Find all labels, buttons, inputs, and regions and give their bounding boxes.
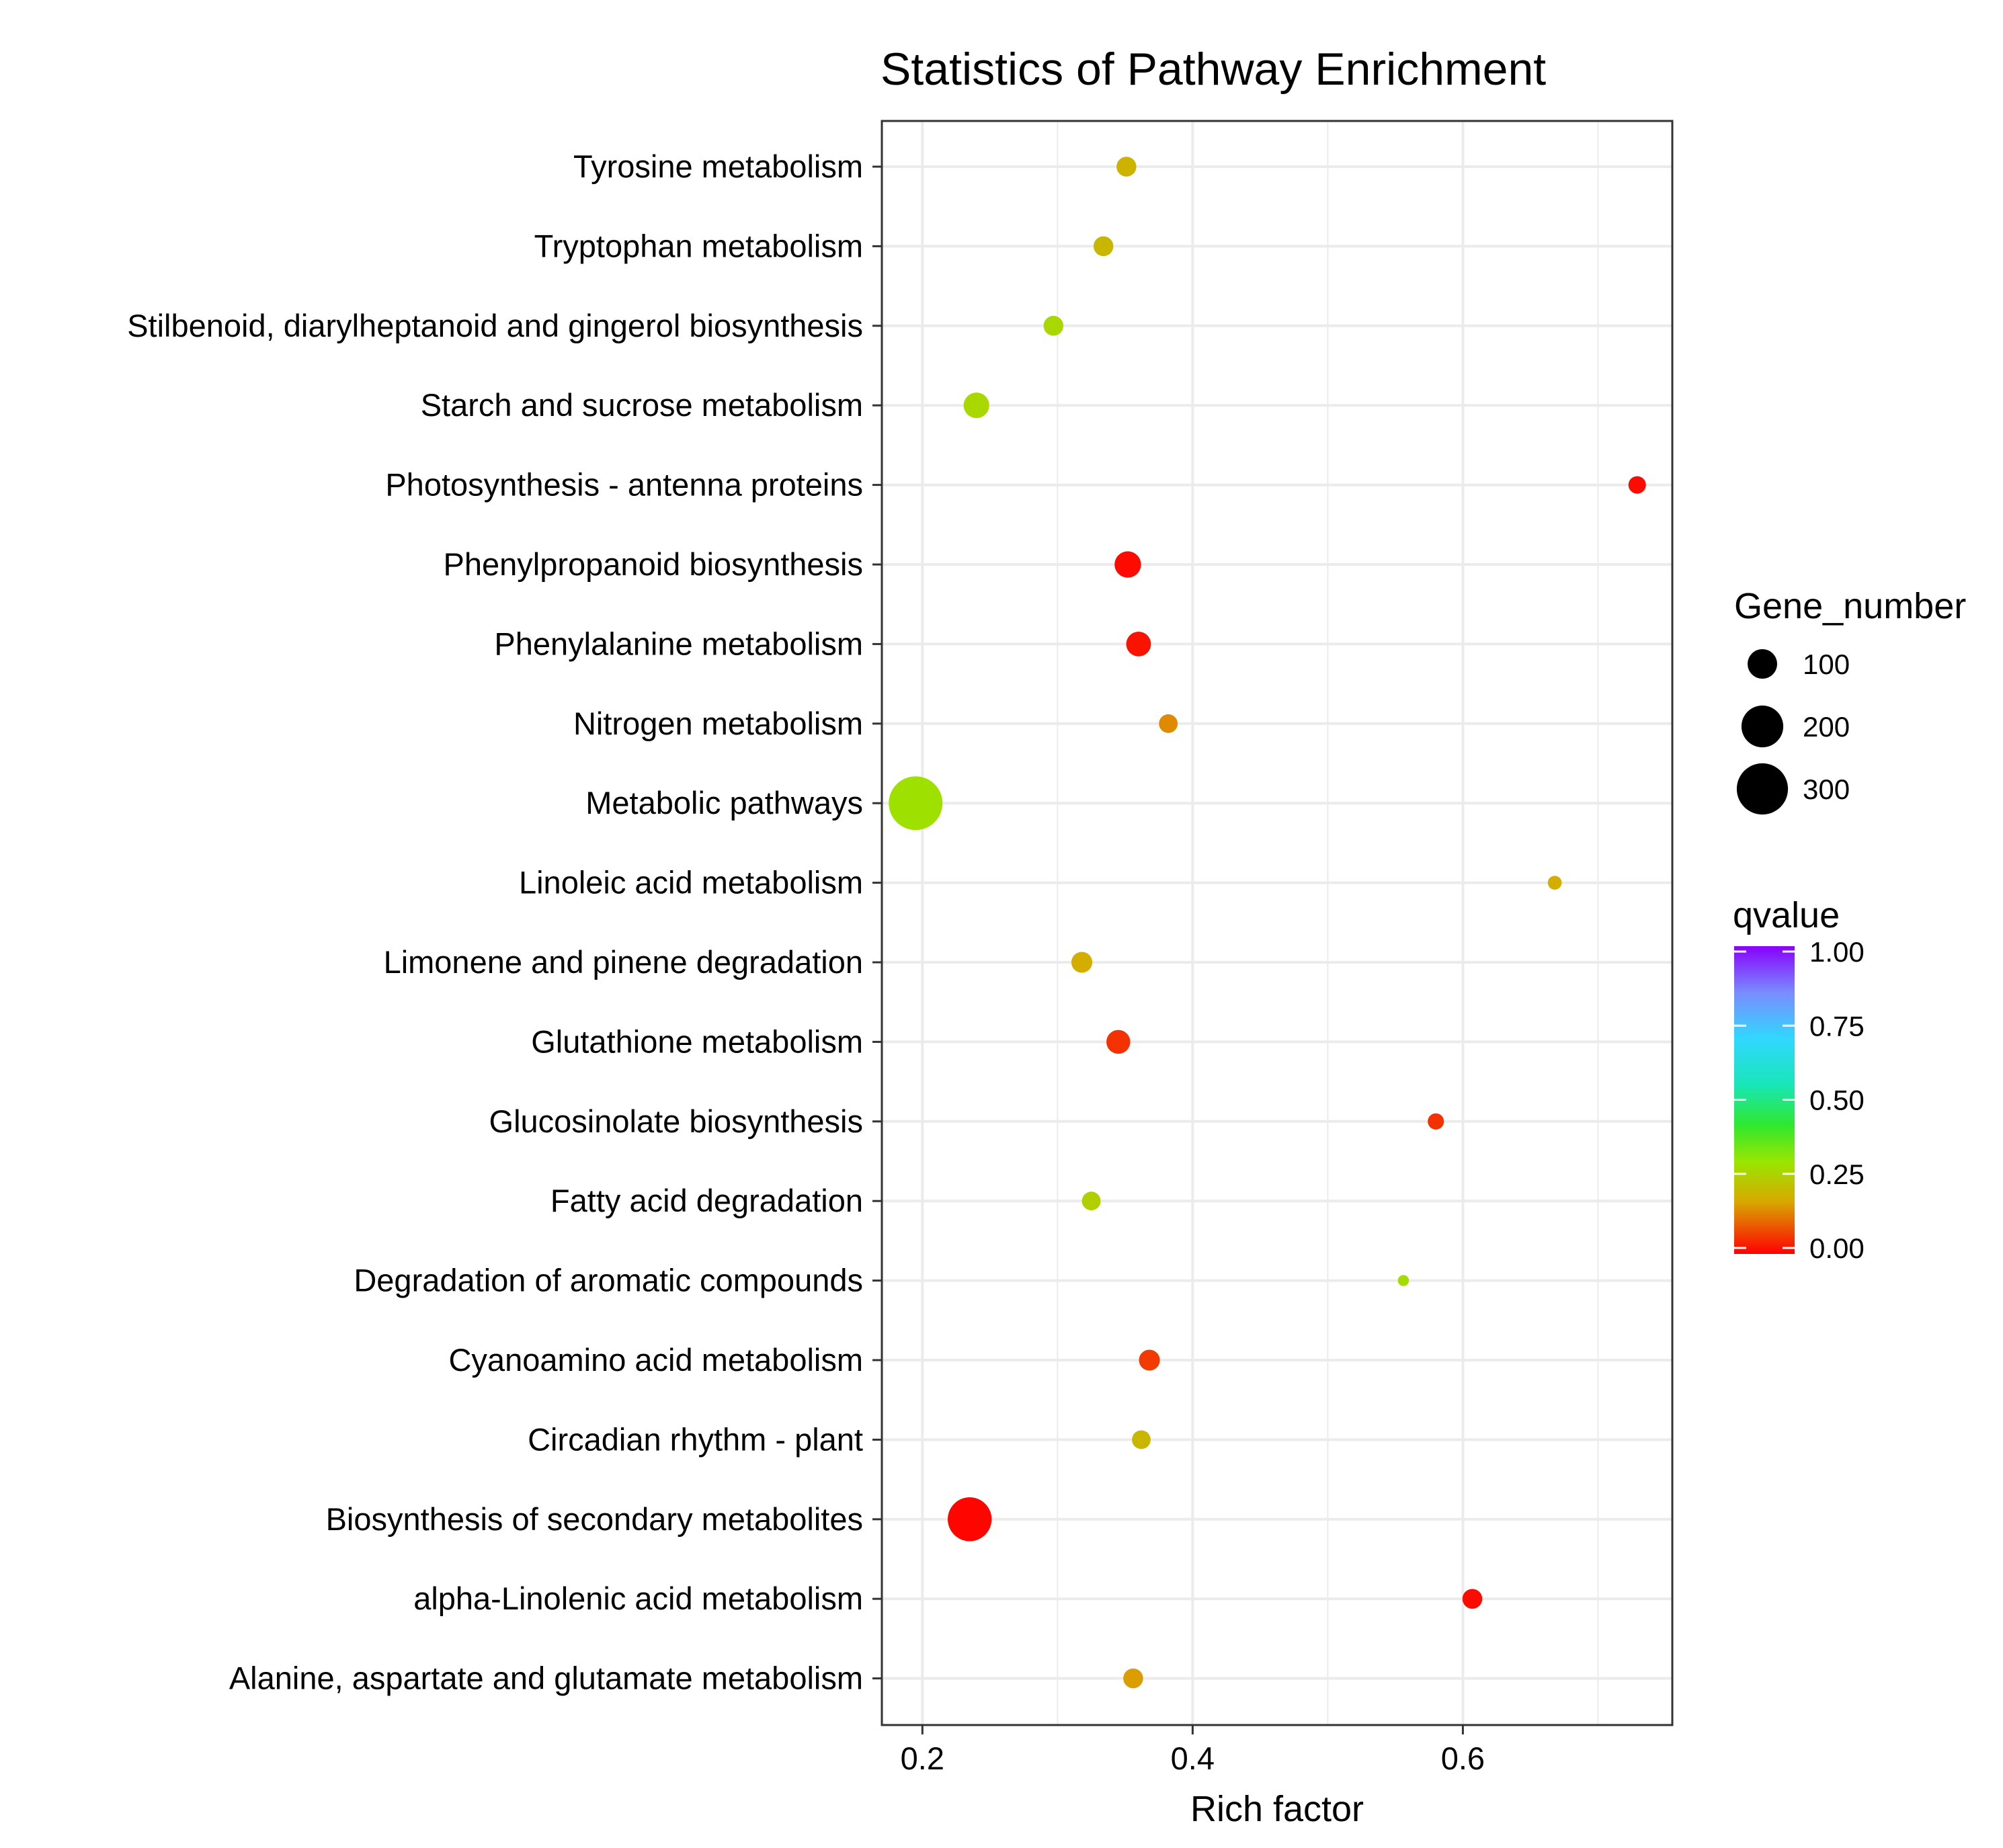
y-tick-label-3: Starch and sucrose metabolism <box>421 387 863 423</box>
colorbar-label-2: 0.50 <box>1809 1085 1865 1116</box>
y-tick-label-16: Circadian rhythm - plant <box>528 1421 863 1457</box>
grid-lines <box>882 121 1672 1725</box>
point-8 <box>889 776 943 831</box>
y-tick-label-14: Degradation of aromatic compounds <box>354 1263 863 1298</box>
y-tick-label-10: Limonene and pinene degradation <box>384 944 863 980</box>
point-4 <box>1628 476 1646 494</box>
point-19 <box>1123 1668 1143 1689</box>
point-2 <box>1043 316 1064 336</box>
colorbar-label-4: 0.00 <box>1809 1232 1865 1264</box>
axes: 0.2 0.4 0.6 <box>872 165 1485 1776</box>
legend-size-title: Gene_number <box>1734 586 1966 626</box>
y-tick-label-17: Biosynthesis of secondary metabolites <box>326 1501 863 1537</box>
point-11 <box>1106 1030 1131 1054</box>
y-tick-label-15: Cyanoamino acid metabolism <box>448 1342 863 1378</box>
legend-size-label-0: 100 <box>1803 648 1850 680</box>
colorbar-label-1: 0.75 <box>1809 1010 1865 1042</box>
chart-title: Statistics of Pathway Enrichment <box>881 44 1546 95</box>
y-tick-label-9: Linoleic acid metabolism <box>519 865 863 900</box>
y-tick-label-7: Nitrogen metabolism <box>573 706 863 741</box>
point-1 <box>1093 236 1114 257</box>
y-tick-label-11: Glutathione metabolism <box>531 1023 863 1059</box>
y-tick-label-1: Tryptophan metabolism <box>534 228 863 263</box>
y-tick-label-0: Tyrosine metabolism <box>573 149 863 184</box>
y-tick-label-6: Phenylalanine metabolism <box>494 626 863 661</box>
data-points <box>889 157 1646 1689</box>
point-15 <box>1139 1349 1160 1371</box>
legend-size-key-2 <box>1736 763 1789 815</box>
legend-color-title: qvalue <box>1733 895 1840 935</box>
legend-size: Gene_number 100 200 300 <box>1734 586 1966 815</box>
point-12 <box>1428 1113 1444 1130</box>
legend-size-label-2: 300 <box>1803 773 1850 805</box>
x-tick-label-2: 0.6 <box>1441 1740 1485 1776</box>
legend-size-key-1 <box>1741 705 1784 748</box>
legend-size-key-0 <box>1748 649 1777 679</box>
point-5 <box>1114 551 1141 578</box>
point-0 <box>1116 157 1137 177</box>
y-tick-label-4: Photosynthesis - antenna proteins <box>385 467 863 503</box>
y-tick-label-8: Metabolic pathways <box>585 785 863 821</box>
point-14 <box>1397 1275 1409 1286</box>
plot-panel-border <box>881 120 1674 1726</box>
y-tick-label-2: Stilbenoid, diarylheptanoid and gingerol… <box>127 308 863 343</box>
y-tick-label-18: alpha-Linolenic acid metabolism <box>413 1581 863 1616</box>
colorbar-label-0: 1.00 <box>1809 936 1865 968</box>
legend-color: qvalue 1.00 0.75 0.50 0.25 0.00 <box>1733 895 1865 1264</box>
point-10 <box>1071 952 1093 973</box>
point-7 <box>1159 714 1178 733</box>
y-tick-label-12: Glucosinolate biosynthesis <box>489 1103 863 1139</box>
colorbar-label-3: 0.25 <box>1809 1159 1865 1190</box>
legend-size-label-1: 200 <box>1803 711 1850 743</box>
y-tick-label-13: Fatty acid degradation <box>550 1183 863 1218</box>
point-17 <box>948 1497 992 1542</box>
y-tick-label-5: Phenylpropanoid biosynthesis <box>444 546 863 582</box>
point-13 <box>1081 1191 1101 1211</box>
x-axis-label: Rich factor <box>1190 1789 1364 1829</box>
x-tick-label-0: 0.2 <box>901 1740 944 1776</box>
point-6 <box>1126 631 1151 657</box>
point-9 <box>1547 876 1562 890</box>
point-3 <box>963 392 989 419</box>
y-tick-label-19: Alanine, aspartate and glutamate metabol… <box>229 1661 863 1696</box>
point-16 <box>1132 1430 1151 1450</box>
y-tick-labels: Tyrosine metabolism Tryptophan metabolism… <box>127 149 863 1696</box>
point-18 <box>1462 1589 1483 1609</box>
x-tick-label-1: 0.4 <box>1171 1740 1215 1776</box>
